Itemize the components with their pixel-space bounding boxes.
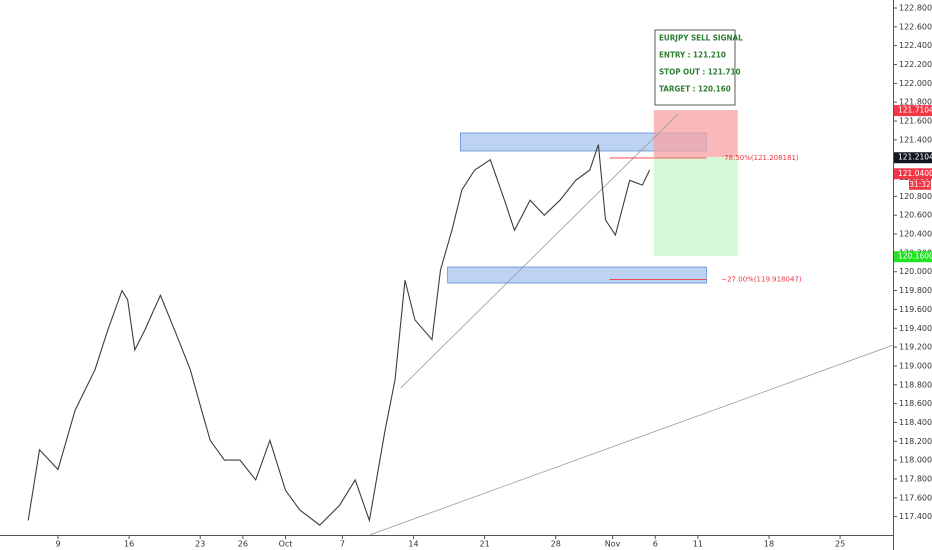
y-tick-label: 119.800000	[899, 286, 932, 295]
y-tick-label: 117.800000	[899, 474, 932, 483]
signal-text: EURJPY SELL SIGNAL	[659, 34, 743, 43]
fib-label: 78.50%(121.208181)	[724, 154, 799, 162]
zone	[653, 157, 738, 257]
signal-text: TARGET : 120.160	[659, 85, 731, 94]
price-label-box	[894, 105, 932, 117]
x-tick-label: 23	[195, 540, 205, 549]
y-tick-label: 117.400000	[899, 512, 932, 521]
trend-line	[400, 113, 679, 389]
signal-box	[654, 29, 736, 106]
y-tick-label: 120.000000	[899, 267, 932, 276]
y-tick-label: 117.600000	[899, 493, 932, 502]
countdown-box	[909, 179, 931, 190]
x-tick-label: 18	[764, 540, 774, 549]
zone	[653, 110, 738, 158]
y-tick-label: 119.000000	[899, 361, 932, 370]
y-tick-label: 121.600000	[899, 117, 932, 126]
price-label-box	[894, 168, 932, 180]
y-tick-label: 119.400000	[899, 324, 932, 333]
fib-label: −27.00%(119.918047)	[721, 275, 802, 283]
zone	[447, 266, 707, 284]
price-label: 121.040000	[898, 169, 932, 178]
x-tick-label: 9	[55, 540, 60, 549]
y-tick-label: 120.800000	[899, 192, 932, 201]
y-tick-label: 122.600000	[899, 22, 932, 31]
price-label-box	[894, 152, 932, 164]
x-tick-label: 11	[693, 540, 703, 549]
trend-line	[369, 344, 893, 536]
y-tick-label: 118.200000	[899, 437, 932, 446]
countdown: 31:32	[909, 180, 931, 189]
y-tick-label: 118.600000	[899, 399, 932, 408]
y-tick-label: 118.800000	[899, 380, 932, 389]
y-tick-label: 118.000000	[899, 456, 932, 465]
x-tick-label: Nov	[605, 540, 621, 549]
x-tick-label: 28	[551, 540, 561, 549]
price-label: 120.160000	[898, 252, 932, 261]
x-tick-label: 7	[340, 540, 345, 549]
y-tick-label: 122.800000	[899, 4, 932, 13]
price-line	[27, 144, 651, 526]
y-tick-label: 119.600000	[899, 305, 932, 314]
price-label-box	[894, 251, 932, 263]
y-tick-label: 120.400000	[899, 230, 932, 239]
y-tick-label: 121.800000	[899, 98, 932, 107]
x-tick-label: 26	[238, 540, 248, 549]
x-tick-label: 25	[835, 540, 845, 549]
y-tick-label: 122.000000	[899, 79, 932, 88]
signal-text: STOP OUT : 121.710	[659, 68, 741, 77]
y-tick-label: 118.400000	[899, 418, 932, 427]
signal-text: ENTRY : 121.210	[659, 51, 726, 60]
y-tick-label: 121.400000	[899, 135, 932, 144]
y-tick-label: 120.600000	[899, 211, 932, 220]
y-tick-label: 122.400000	[899, 41, 932, 50]
price-label: 121.210429	[898, 153, 932, 162]
x-tick-label: 6	[653, 540, 658, 549]
x-tick-label: 16	[124, 540, 134, 549]
x-tick-label: 21	[480, 540, 490, 549]
x-tick-label: 14	[408, 540, 418, 549]
y-tick-label: 119.200000	[899, 343, 932, 352]
price-label: 121.710429	[898, 106, 932, 115]
x-tick-label: Oct	[279, 540, 293, 549]
y-tick-label: 122.200000	[899, 60, 932, 69]
